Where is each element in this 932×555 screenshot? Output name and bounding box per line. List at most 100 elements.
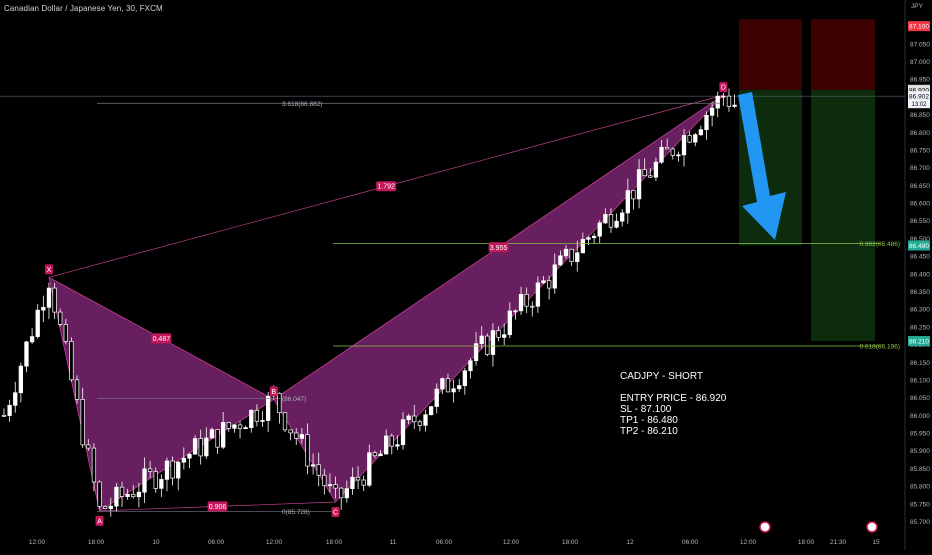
currency-label: JPY [911, 3, 924, 10]
time-tick-label: 10 [152, 539, 160, 546]
candle-body [636, 169, 642, 200]
candle-body [546, 280, 552, 289]
candle-body [580, 238, 586, 254]
candle-body [243, 427, 248, 430]
trade-note: CADJPY - SHORT ENTRY PRICE - 86.920 SL -… [620, 371, 726, 437]
candle-body [530, 305, 535, 308]
ratio-label: 0.487 [153, 336, 171, 343]
candle-body [698, 129, 704, 136]
candle-body [164, 460, 170, 480]
price-tick-label: 86.850 [910, 112, 930, 119]
candle-body [648, 175, 653, 178]
projection-level-label: 3.618(86.882) [282, 101, 322, 108]
candle-body [575, 252, 580, 262]
time-tick-label: 12:00 [503, 539, 520, 546]
ratio-label: 1.792 [377, 184, 395, 191]
candle-body [625, 190, 630, 214]
candle-body [406, 415, 411, 421]
candle-body [254, 409, 260, 422]
candle-body [468, 360, 473, 372]
price-tick-label: 85.700 [910, 519, 930, 526]
candle-body [350, 476, 355, 490]
candle-body [316, 464, 321, 476]
candle-body [412, 415, 417, 423]
candle-body [355, 476, 361, 481]
ratio-badge [151, 333, 172, 344]
price-badge-label: 86.920 [909, 87, 929, 94]
candle-body [389, 435, 394, 447]
price-tick-label: 85.850 [910, 466, 930, 473]
price-tick-label: 86.950 [910, 77, 930, 84]
note-tp1: TP1 - 86.480 [620, 415, 678, 426]
candle-body [131, 493, 136, 498]
candle-body [260, 420, 265, 422]
price-badge-label: 86.480 [909, 243, 929, 250]
candle-body [80, 398, 85, 446]
candle-body [726, 95, 732, 107]
candle-body [535, 282, 541, 307]
projection-level-label: (86.047) [282, 396, 306, 403]
candle-body [597, 222, 602, 237]
candle-body [400, 419, 406, 446]
candle-body [715, 95, 720, 109]
candles [1, 88, 737, 517]
candle-body [451, 388, 456, 393]
candle-body [372, 452, 378, 457]
price-tick-label: 85.900 [910, 448, 930, 455]
candle-body [18, 365, 24, 394]
price-badge-entry [908, 84, 930, 95]
candle-body [552, 264, 557, 289]
candle-body [46, 287, 52, 308]
candle-body [339, 487, 344, 499]
current-price-label: 86.902 [909, 94, 929, 101]
candle-body [13, 392, 18, 406]
price-badge-tp [908, 336, 930, 347]
candle-body [457, 385, 462, 390]
candle-body [485, 335, 490, 355]
time-tick-label: 06:00 [436, 539, 453, 546]
price-badge-label: 86.210 [909, 339, 929, 346]
time-tick-label: 18:00 [88, 539, 105, 546]
candle-body [367, 452, 372, 486]
candle-body [558, 255, 563, 266]
candle-body [299, 434, 305, 439]
price-tick-label: 86.350 [910, 289, 930, 296]
price-tick-label: 85.800 [910, 484, 930, 491]
candle-body [277, 392, 282, 414]
time-tick-label: 06:00 [682, 539, 699, 546]
candle-body [591, 235, 597, 239]
candle-body [192, 438, 198, 455]
candle-body [631, 190, 636, 200]
countdown-label: 13:02 [911, 102, 927, 108]
candle-body [721, 95, 726, 98]
candle-body [417, 421, 423, 426]
candle-body [249, 409, 254, 429]
take-profit-2-zone [811, 89, 875, 342]
candle-body [473, 343, 479, 362]
point-label-A: A [97, 518, 102, 525]
price-tick-label: 86.650 [910, 183, 930, 190]
candle-body [282, 412, 288, 431]
candle-body [665, 146, 670, 150]
candle-body [108, 505, 113, 510]
candle-body [176, 461, 181, 479]
candle-body [86, 444, 91, 449]
candle-body [142, 468, 147, 493]
candle-body [732, 104, 737, 107]
price-badge-sl [908, 21, 930, 32]
candle-body [322, 474, 327, 487]
price-tick-label: 86.250 [910, 324, 930, 331]
candle-body [209, 429, 215, 439]
point-label-B: B [271, 389, 276, 396]
candle-body [659, 146, 664, 163]
candle-body [541, 280, 546, 284]
fib-level-label: 0.618(86.196) [860, 343, 900, 350]
time-tick-label: 06:00 [208, 539, 225, 546]
time-tick-label: 12:00 [266, 539, 283, 546]
candle-body [507, 310, 512, 336]
candle-body [159, 479, 164, 489]
candle-body [103, 506, 108, 510]
time-tick-label: 12:00 [740, 539, 757, 546]
